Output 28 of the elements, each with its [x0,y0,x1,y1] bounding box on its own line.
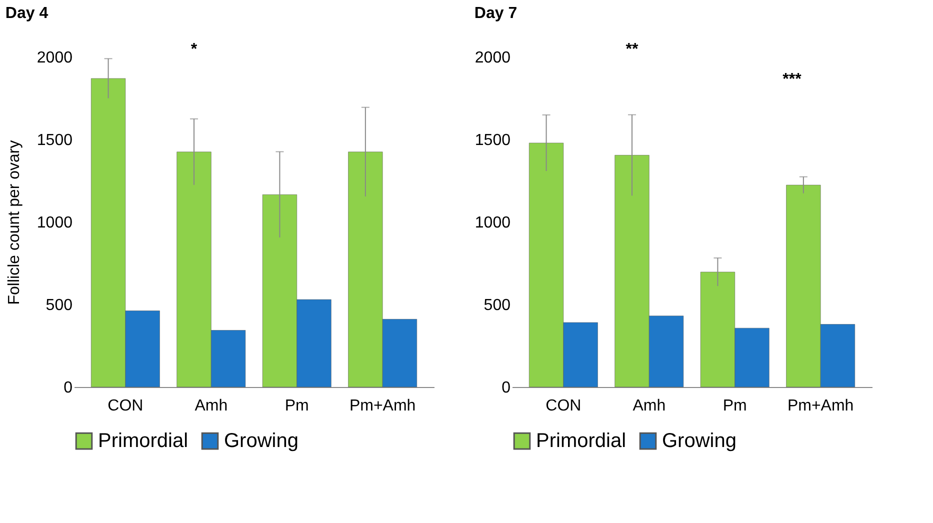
x-tick-label: Pm [284,398,309,414]
y-tick-label: 1000 [36,214,73,232]
legend-label: Growing [662,430,736,452]
chart-title: Day 7 [474,5,518,22]
legend-label: Primordial [98,430,188,452]
x-tick-label: CON [546,398,582,414]
y-tick-label: 1000 [474,214,511,232]
x-tick-label: Pm+Amh [349,398,416,414]
y-tick-label: 1500 [36,132,73,149]
legend-label: Primordial [536,430,626,452]
x-tick-label: Amh [194,398,228,414]
x-tick-label: Pm [722,398,747,414]
x-tick-label: Amh [632,398,666,414]
y-tick-label: 2000 [474,50,511,66]
y-tick-label: 0 [502,380,511,396]
y-tick-label: 500 [484,297,511,314]
legend-label: Growing [224,430,298,452]
annotation: ** [626,41,639,58]
chart-title: Day 4 [5,5,48,22]
y-tick-label: 1500 [474,132,511,149]
y-tick-label: 2000 [36,50,73,66]
annotation: *** [782,71,802,88]
y-tick-label: 0 [64,380,73,396]
x-tick-label: CON [108,398,144,414]
x-tick-label: Pm+Amh [787,398,854,414]
y-axis-title: Follicle count per ovary [6,140,23,305]
annotation: * [190,41,198,58]
y-tick-label: 500 [46,297,73,314]
